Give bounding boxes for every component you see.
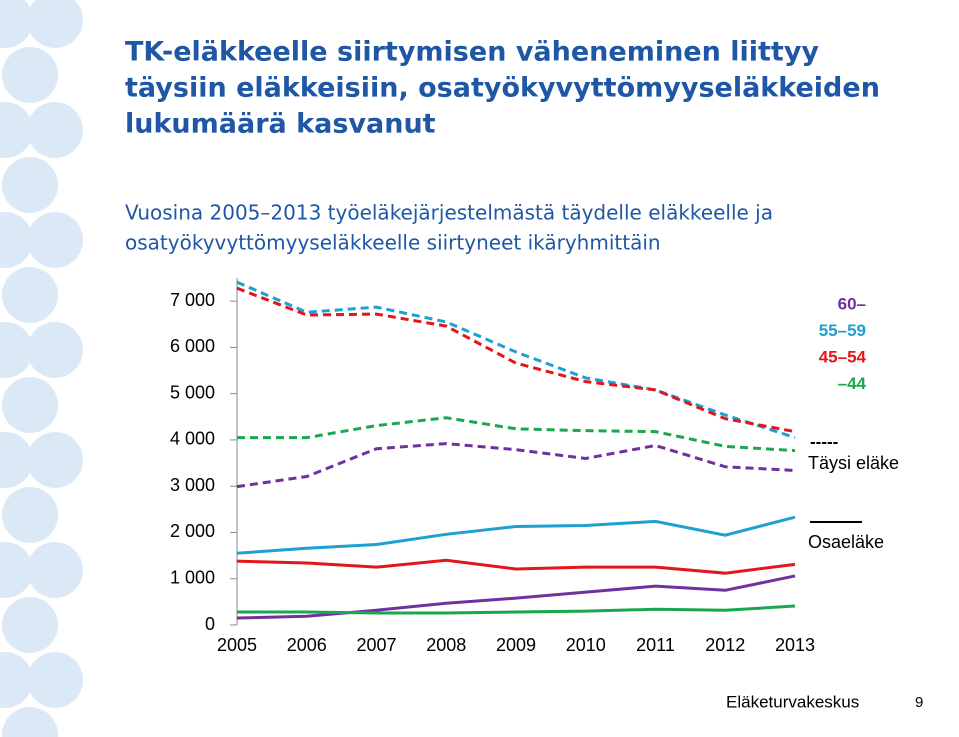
x-tick-label: 2009: [496, 635, 536, 655]
legend-label: Täysi eläke: [808, 453, 899, 473]
legend-sample: -----: [810, 432, 838, 451]
x-tick-label: 2013: [775, 635, 815, 655]
dashed-line: [236, 286, 796, 434]
subtitle-line: Vuosina 2005–2013 työeläkejärjestelmästä…: [125, 201, 773, 225]
footer-organization: Eläketurvakeskus: [726, 692, 859, 711]
y-tick-label: 2 000: [170, 521, 215, 541]
legend-label: –44: [838, 374, 867, 393]
subtitle-line: osatyökyvyttömyyseläkkeelle siirtyneet i…: [125, 231, 661, 255]
solid-line: [236, 574, 796, 620]
dashed-line: [236, 442, 796, 489]
content-area: [88, 0, 959, 737]
background-pattern: [0, 0, 83, 737]
y-tick-label: 0: [205, 614, 215, 634]
y-tick-label: 6 000: [170, 336, 215, 356]
x-tick-label: 2012: [705, 635, 745, 655]
dashed-line: [237, 416, 796, 453]
legend-label: 55–59: [819, 321, 866, 340]
legend-label: Osaeläke: [808, 532, 884, 552]
solid-line: [236, 515, 796, 555]
solid-line: [237, 604, 796, 615]
title-line: lukumäärä kasvanut: [125, 109, 436, 140]
x-tick-label: 2010: [566, 635, 606, 655]
y-tick-label: 7 000: [170, 290, 215, 310]
dashed-line: [236, 280, 796, 440]
x-tick-label: 2008: [426, 635, 466, 655]
y-tick-label: 4 000: [170, 429, 215, 449]
y-tick-label: 1 000: [170, 567, 215, 587]
solid-line: [236, 558, 796, 575]
x-tick-label: 2005: [217, 635, 257, 655]
legend-label: 45–54: [819, 347, 867, 366]
y-tick-label: 5 000: [170, 382, 215, 402]
title-line: TK-eläkkeelle siirtymisen väheneminen li…: [125, 37, 819, 68]
legend-label: 60–: [838, 294, 866, 313]
x-tick-label: 2007: [356, 635, 396, 655]
y-tick-label: 3 000: [170, 475, 215, 495]
title-line: täysiin eläkkeisiin, osatyökyvyttömyysel…: [125, 73, 880, 104]
x-tick-label: 2011: [636, 635, 675, 655]
x-tick-label: 2006: [287, 635, 327, 655]
page-number: 9: [915, 694, 923, 711]
